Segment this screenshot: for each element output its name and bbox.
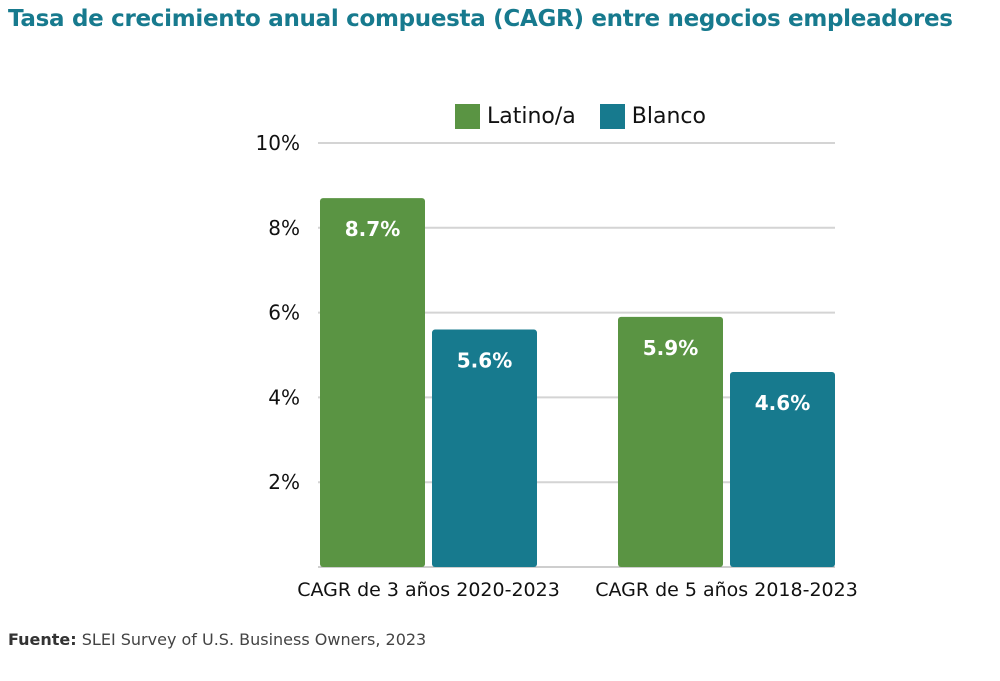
source-note: Fuente: SLEI Survey of U.S. Business Own… [8, 630, 426, 649]
data-label: 5.6% [457, 349, 512, 373]
y-tick-label: 2% [268, 470, 300, 494]
chart-legend: Latino/a Blanco [455, 104, 730, 129]
data-label: 8.7% [345, 217, 400, 241]
source-label: Fuente: [8, 630, 77, 649]
data-label: 5.9% [643, 336, 698, 360]
bar [320, 198, 425, 567]
legend-swatch-latino [455, 104, 480, 129]
y-tick-label: 6% [268, 301, 300, 325]
source-text: SLEI Survey of U.S. Business Owners, 202… [81, 630, 427, 649]
y-tick-label: 4% [268, 385, 300, 409]
bar [618, 316, 723, 567]
x-category-label: CAGR de 5 años 2018-2023 [595, 579, 858, 601]
data-label: 4.6% [755, 391, 810, 415]
bar [730, 371, 835, 567]
legend-item-latino: Latino/a [455, 104, 576, 129]
y-tick-label: 10% [256, 131, 300, 155]
legend-label-latino: Latino/a [487, 104, 576, 129]
bar [432, 329, 537, 567]
legend-swatch-blanco [599, 104, 625, 129]
x-category-label: CAGR de 3 años 2020-2023 [297, 579, 560, 601]
legend-label-blanco: Blanco [631, 104, 706, 129]
y-tick-label: 8% [268, 216, 300, 240]
legend-item-blanco: Blanco [599, 104, 706, 129]
chart-title: Tasa de crecimiento anual compuesta (CAG… [8, 6, 953, 32]
